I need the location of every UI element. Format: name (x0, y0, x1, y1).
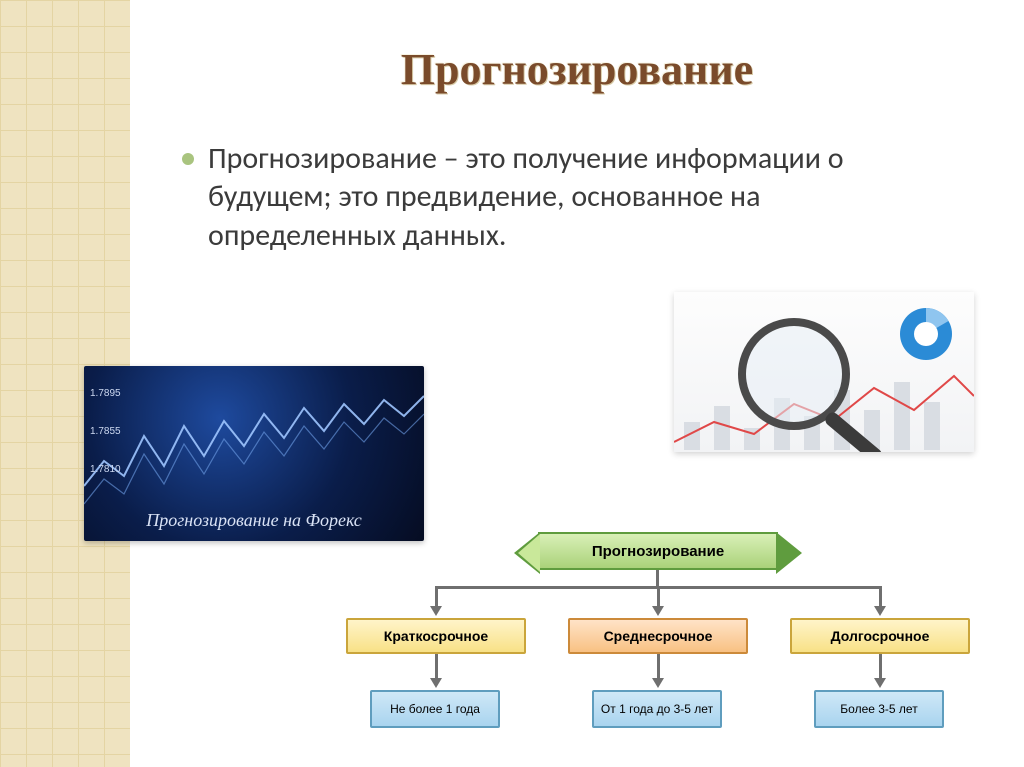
flowchart-timebox: Не более 1 года (370, 690, 500, 728)
flowchart-root-label: Прогнозирование (592, 543, 724, 560)
forex-caption: Прогнозирование на Форекс (84, 510, 424, 531)
flowchart-category: Среднесрочное (568, 618, 748, 654)
forex-ytick: 1.7895 (90, 388, 121, 399)
forex-chart-image: 1.7895 1.7855 1.7810 Прогнозирование на … (84, 366, 424, 541)
slide-title: Прогнозирование (130, 44, 1024, 95)
flowchart-category: Долгосрочное (790, 618, 970, 654)
forex-ytick: 1.7855 (90, 426, 121, 437)
magnifier-chart-image (674, 292, 974, 452)
flowchart-timebox: От 1 года до 3-5 лет (592, 690, 722, 728)
forecasting-flowchart: Прогнозирование Краткосрочное Не более 1 … (328, 532, 988, 742)
flowchart-timebox: Более 3-5 лет (814, 690, 944, 728)
pie-icon (900, 308, 952, 360)
definition-text: Прогнозирование – это получение информац… (208, 140, 902, 255)
definition-paragraph: Прогнозирование – это получение информац… (182, 140, 902, 255)
definition-term: Прогнозирование (208, 140, 437, 177)
flowchart-root: Прогнозирование (538, 532, 778, 570)
flowchart-category: Краткосрочное (346, 618, 526, 654)
forex-ytick: 1.7810 (90, 464, 121, 475)
bullet-icon (182, 153, 194, 165)
